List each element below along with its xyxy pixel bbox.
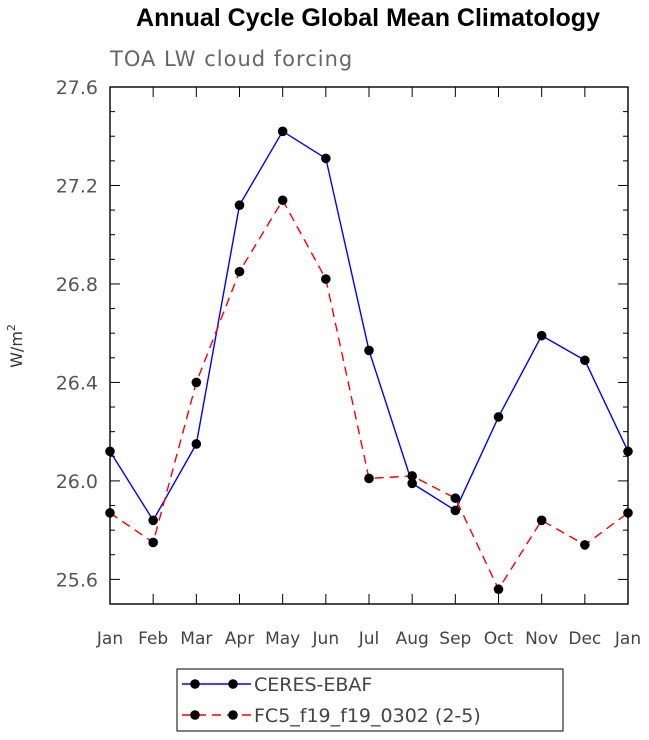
x-tick-label: May xyxy=(265,629,300,649)
series-1 xyxy=(105,195,633,595)
legend-marker xyxy=(190,679,200,689)
x-tick-label: Sep xyxy=(439,629,471,649)
y-tick-label: 26.8 xyxy=(56,274,98,296)
data-point xyxy=(191,439,202,449)
data-point xyxy=(407,471,417,481)
plot-border xyxy=(109,86,629,605)
data-point xyxy=(105,446,115,457)
series-layer xyxy=(105,126,633,595)
legend-item: FC5_f19_f19_0302 (2-5) xyxy=(182,705,481,727)
x-tick-label: Jan xyxy=(96,629,123,649)
data-point xyxy=(277,126,288,137)
data-point xyxy=(191,377,202,388)
x-tick-label: Jan xyxy=(614,629,641,649)
y-axis-label-main: W/m xyxy=(7,331,26,368)
x-tick-label: Apr xyxy=(225,629,254,649)
data-point xyxy=(234,200,245,210)
legend-marker xyxy=(190,710,200,720)
y-tick-label: 27.6 xyxy=(56,77,98,99)
legend: CERES-EBAF FC5_f19_f19_0302 (2-5) xyxy=(176,668,564,732)
data-point xyxy=(493,584,504,595)
x-tick-label: Aug xyxy=(396,629,429,649)
x-tick-label: Mar xyxy=(180,629,212,649)
legend-label: FC5_f19_f19_0302 (2-5) xyxy=(254,705,481,727)
x-tick-label: Nov xyxy=(525,629,558,649)
data-point xyxy=(321,274,331,284)
data-point xyxy=(450,505,461,516)
data-point xyxy=(364,473,374,484)
legend-box xyxy=(176,668,564,732)
y-tick-label: 26.4 xyxy=(56,372,98,394)
y-axis-tick-labels: 25.6 26.0 26.4 26.8 27.2 27.6 xyxy=(56,77,98,591)
data-point xyxy=(148,515,158,526)
y-tick-label: 25.6 xyxy=(56,569,98,591)
data-point xyxy=(407,478,417,489)
series-line xyxy=(109,130,629,522)
y-tick-label: 26.0 xyxy=(56,471,98,493)
x-tick-label: Feb xyxy=(138,629,168,649)
data-point xyxy=(277,195,288,206)
legend-marker xyxy=(228,679,238,689)
plot-area xyxy=(109,86,629,605)
legend-marker xyxy=(228,710,238,720)
y-axis-label-superscript: 2 xyxy=(5,324,18,331)
series-0 xyxy=(105,126,633,526)
legend-items: CERES-EBAF FC5_f19_f19_0302 (2-5) xyxy=(182,674,481,727)
data-point xyxy=(364,345,374,356)
series-line xyxy=(109,198,629,591)
data-point xyxy=(580,355,590,366)
data-point xyxy=(234,266,245,277)
x-axis-tick-labels: Jan Feb Mar Apr May Jun Jul Aug Sep Oct Nov Dec Jan xyxy=(96,629,641,649)
x-tick-label: Dec xyxy=(568,629,601,649)
y-axis-label: W/m2 xyxy=(5,324,26,368)
data-point xyxy=(623,446,633,457)
data-point xyxy=(321,153,331,164)
x-tick-label: Jul xyxy=(358,629,380,649)
data-point xyxy=(536,515,547,526)
chart-title: Annual Cycle Global Mean Climatology xyxy=(136,4,600,32)
data-point xyxy=(450,493,461,503)
data-point xyxy=(623,508,633,518)
data-point xyxy=(105,508,115,518)
legend-item: CERES-EBAF xyxy=(182,674,372,696)
chart-subtitle: TOA LW cloud forcing xyxy=(109,47,353,71)
data-point xyxy=(493,412,504,422)
data-point xyxy=(536,330,547,341)
x-tick-label: Jun xyxy=(312,629,340,649)
legend-label: CERES-EBAF xyxy=(254,674,372,696)
axis-ticks xyxy=(109,86,629,605)
x-tick-label: Oct xyxy=(484,629,514,649)
y-tick-label: 27.2 xyxy=(56,175,98,197)
data-point xyxy=(148,537,158,548)
data-point xyxy=(580,540,590,550)
